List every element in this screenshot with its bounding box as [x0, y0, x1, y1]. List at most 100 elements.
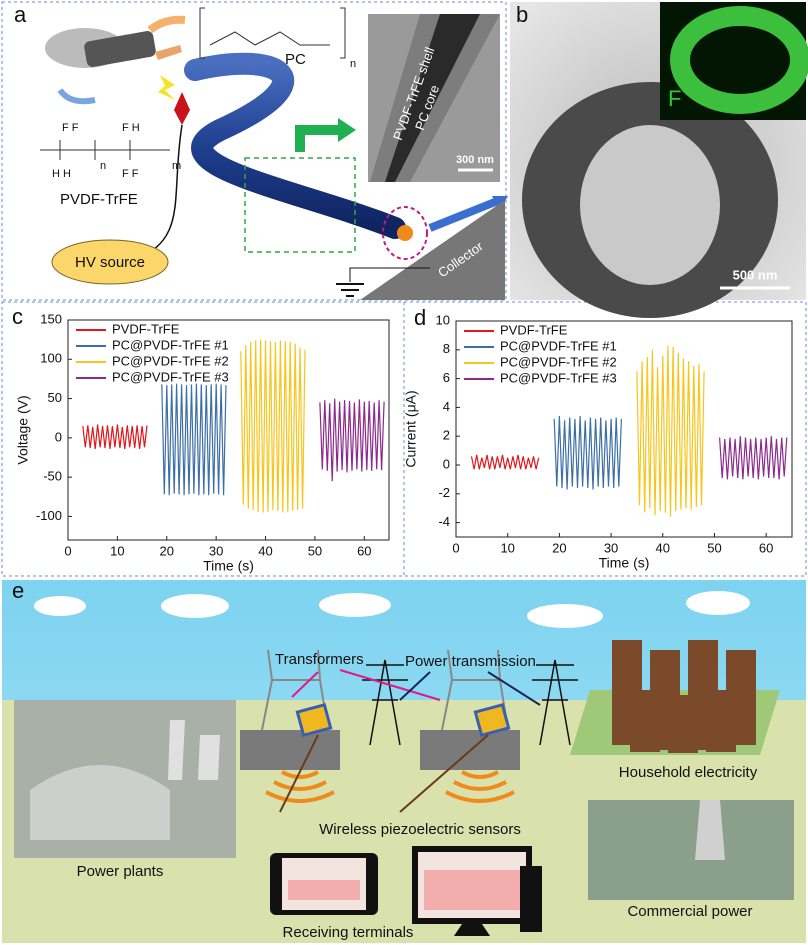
label: Household electricity — [619, 764, 758, 781]
x-tick-label: 20 — [160, 543, 174, 558]
x-tick-label: 40 — [258, 543, 272, 558]
panel-a: a PC n F F F H H H F F n m PVDF-TrFE HV … — [14, 2, 508, 300]
label: F F — [62, 122, 79, 134]
highlight — [382, 206, 428, 260]
waves — [265, 770, 515, 803]
label: F F — [122, 168, 139, 180]
series-line — [719, 436, 788, 480]
x-tick-label: 30 — [209, 543, 223, 558]
plant-hall — [30, 765, 170, 840]
series-line — [82, 424, 148, 449]
clouds — [34, 591, 750, 628]
panel-e: e Transformers Power transmission Househ… — [2, 578, 806, 943]
series-line — [470, 454, 540, 470]
legend-label: PC@PVDF-TrFE #2 — [500, 354, 617, 369]
x-tick-label: 30 — [604, 540, 618, 555]
panel-label: b — [516, 2, 528, 27]
cooling-towers — [168, 720, 220, 780]
label: Power plants — [77, 863, 164, 880]
label: F H — [122, 122, 140, 134]
label: Transformers — [275, 651, 364, 668]
panel-label: d — [414, 305, 426, 330]
y-tick-label: -50 — [43, 469, 62, 484]
legend-label: PC@PVDF-TrFE #1 — [112, 337, 229, 352]
panel-label: e — [12, 578, 24, 603]
y-tick-label: -4 — [438, 514, 450, 529]
label: n — [100, 160, 106, 172]
label: Wireless piezoelectric sensors — [319, 821, 521, 838]
substation-base — [240, 730, 520, 770]
pylons — [362, 659, 578, 746]
legend-label: PC@PVDF-TrFE #1 — [500, 338, 617, 353]
x-tick-label: 50 — [308, 543, 322, 558]
label: Commercial power — [627, 903, 752, 920]
plot-frame — [67, 319, 390, 541]
bracket — [199, 7, 346, 59]
x-tick-label: 0 — [452, 540, 459, 555]
y-axis-label: Voltage (V) — [15, 395, 31, 464]
label: HV source — [75, 254, 145, 271]
monitor-stand — [454, 924, 490, 936]
legend-label: PVDF-TrFE — [112, 321, 180, 336]
transformers — [261, 649, 509, 731]
buildings — [612, 640, 756, 753]
label: PC — [285, 51, 306, 68]
panel-b: b F 500 nm — [510, 2, 808, 318]
x-tick-label: 20 — [552, 540, 566, 555]
panel-label: c — [12, 304, 23, 329]
ground-wire — [349, 267, 430, 282]
arrow-b — [428, 196, 502, 232]
series-line — [553, 415, 622, 490]
sensor — [473, 702, 511, 738]
hv-source — [51, 239, 169, 285]
eds-ring — [670, 6, 808, 114]
spark — [158, 75, 175, 100]
y-tick-label: -2 — [438, 485, 450, 500]
series-line — [636, 345, 705, 517]
core — [580, 125, 720, 285]
y-tick-label: 10 — [436, 312, 450, 327]
x-tick-label: 40 — [656, 540, 670, 555]
label: 300 nm — [456, 154, 494, 166]
x-axis-label: Time (s) — [203, 558, 254, 574]
label: Power transmission — [405, 653, 536, 670]
fiber — [184, 52, 406, 239]
arrow-zoom — [295, 125, 340, 152]
arrow-pvdf — [57, 88, 96, 105]
y-tick-label: -100 — [36, 508, 62, 523]
panel-border — [1, 1, 507, 301]
series-line — [161, 383, 227, 496]
nozzle — [155, 45, 182, 60]
arrows — [279, 669, 541, 813]
y-tick-label: 150 — [40, 311, 62, 326]
y-tick-label: 6 — [443, 370, 450, 385]
collector-plate — [360, 200, 505, 300]
x-tick-label: 50 — [707, 540, 721, 555]
y-axis-label: Current (μA) — [403, 390, 419, 467]
series-line — [240, 339, 306, 513]
label: PVDF-TrFE — [60, 191, 138, 208]
pc-structure — [209, 31, 330, 46]
chimney — [695, 800, 725, 860]
x-tick-label: 10 — [500, 540, 514, 555]
syringe — [84, 31, 156, 67]
x-tick-label: 0 — [64, 543, 71, 558]
label: m — [172, 160, 181, 172]
plot-frame — [455, 320, 793, 538]
y-tick-label: 4 — [443, 399, 450, 414]
x-axis-label: Time (s) — [599, 555, 650, 571]
y-tick-label: 8 — [443, 341, 450, 356]
arrow-head — [492, 196, 508, 210]
y-tick-label: 0 — [443, 456, 450, 471]
arrow-pc — [147, 15, 186, 34]
y-tick-label: 2 — [443, 428, 450, 443]
commercial-photo — [588, 800, 794, 900]
y-tick-label: 50 — [48, 390, 62, 405]
x-tick-label: 10 — [110, 543, 124, 558]
y-tick-label: 0 — [55, 429, 62, 444]
label: n — [350, 58, 356, 70]
wire — [129, 124, 183, 263]
zoom-box — [244, 157, 356, 253]
y-tick-label: 100 — [40, 351, 62, 366]
electrode — [174, 92, 190, 125]
